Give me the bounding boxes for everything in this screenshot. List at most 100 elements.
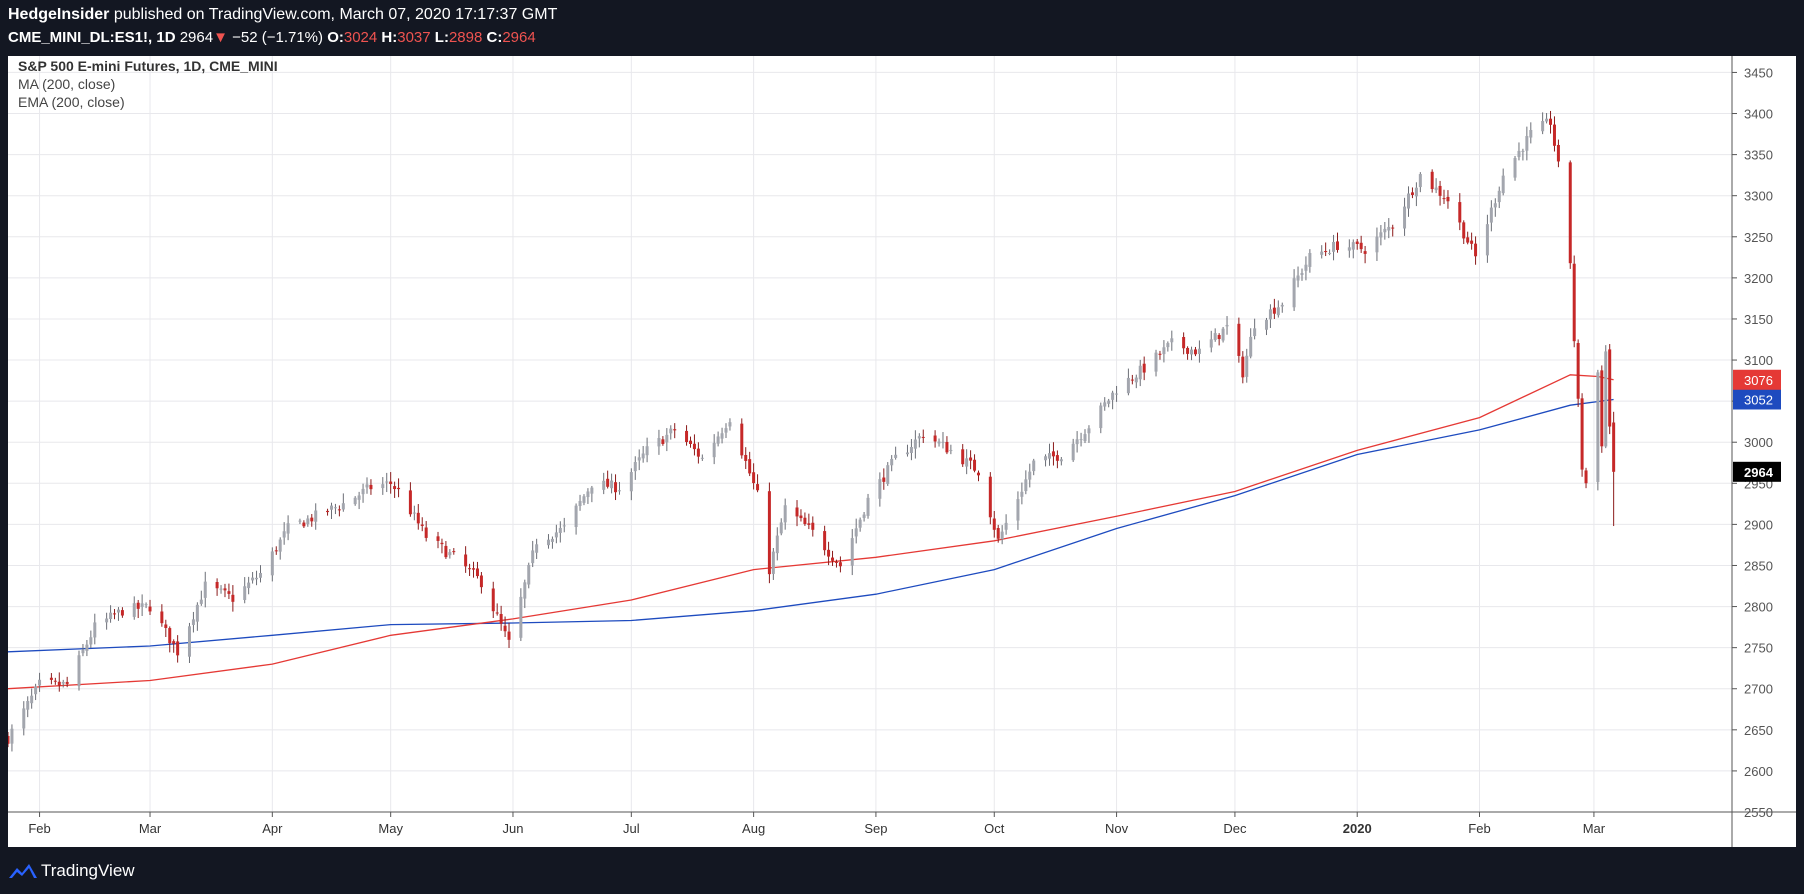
candle-body — [191, 619, 195, 625]
candle-body — [1300, 273, 1304, 275]
candle — [823, 525, 827, 556]
candle — [1193, 346, 1197, 357]
candle — [1430, 169, 1434, 193]
candle-body — [799, 515, 803, 519]
x-tick-label: Mar — [1583, 821, 1606, 836]
candle — [341, 493, 345, 512]
candle — [1107, 398, 1111, 408]
candle — [1328, 249, 1332, 256]
candle — [1055, 450, 1059, 469]
candle — [1379, 225, 1383, 246]
candle — [775, 527, 779, 561]
candle — [988, 472, 992, 525]
candle-body — [996, 528, 1000, 539]
candle-body — [617, 490, 621, 492]
candle — [633, 456, 637, 480]
candle-body — [160, 611, 164, 624]
candle — [464, 546, 468, 573]
candlestick-chart[interactable]: 2550260026502700275028002850290029503000… — [6, 56, 1796, 847]
candle — [921, 429, 925, 444]
candle — [1237, 317, 1241, 363]
candle — [1387, 218, 1391, 239]
ma-200-line — [7, 398, 1614, 653]
candle — [176, 635, 180, 663]
candle — [617, 481, 621, 495]
publisher-name[interactable]: HedgeInsider — [8, 6, 110, 23]
candle-body — [586, 491, 590, 498]
candle-body — [231, 594, 235, 602]
candle-body — [1000, 531, 1004, 540]
candle-body — [602, 480, 606, 490]
candle — [720, 427, 724, 444]
candle-body — [1304, 264, 1308, 271]
candle — [831, 550, 835, 566]
candle-body — [838, 562, 842, 567]
candle-body — [1363, 251, 1367, 254]
candle — [1079, 432, 1083, 447]
candle — [389, 472, 393, 494]
candle — [310, 513, 314, 527]
candle — [333, 503, 337, 515]
candle — [1552, 116, 1556, 152]
y-tick-label: 3200 — [1744, 271, 1773, 286]
candle — [728, 418, 732, 431]
legend-ema: EMA (200, close) — [18, 94, 125, 110]
y-tick-label: 2900 — [1744, 517, 1773, 532]
candle-body — [187, 626, 191, 657]
candle — [1403, 197, 1407, 236]
candle-body — [1051, 451, 1055, 457]
candle — [535, 538, 539, 559]
candle-body — [519, 596, 523, 638]
candle-body — [1276, 307, 1280, 316]
candle — [578, 494, 582, 511]
candle-body — [1513, 158, 1517, 178]
chart-area[interactable]: 2550 2600 2650 2700 2750 2800 2850 2900 2950 3000… — [6, 56, 1796, 847]
candle-body — [854, 528, 858, 537]
candle — [854, 518, 858, 544]
candle — [89, 630, 93, 649]
candle — [696, 442, 700, 464]
candle — [1130, 374, 1134, 385]
tradingview-brand[interactable]: TradingView — [41, 861, 135, 880]
candle-body — [574, 505, 578, 528]
candle-body — [1568, 162, 1572, 264]
candle-body — [420, 524, 424, 526]
candle — [834, 559, 838, 568]
y-tick-label: 2600 — [1744, 764, 1773, 779]
candle — [1568, 160, 1572, 269]
candle — [1245, 348, 1249, 383]
candle-body — [1517, 150, 1521, 158]
candle-body — [1170, 338, 1174, 343]
candle — [1442, 189, 1446, 205]
candle — [1166, 341, 1170, 352]
candle-body — [1138, 365, 1142, 380]
low-value: 2898 — [448, 29, 483, 46]
candle — [416, 504, 420, 530]
candle-body — [499, 613, 503, 624]
candle-body — [1055, 455, 1059, 461]
candle — [1217, 333, 1221, 346]
candle — [26, 696, 30, 718]
candle — [113, 609, 117, 620]
candle — [767, 482, 771, 584]
x-tick-label: Apr — [262, 821, 283, 836]
candle — [491, 581, 495, 619]
candle — [329, 502, 333, 519]
candle — [503, 616, 507, 637]
candle-body — [827, 549, 831, 557]
candle-body — [1103, 402, 1107, 407]
candle-body — [444, 545, 448, 558]
candle — [495, 603, 499, 616]
candle — [1600, 365, 1604, 453]
candle — [1608, 344, 1612, 435]
candle-body — [448, 552, 452, 556]
candle-body — [113, 613, 117, 615]
candle-body — [148, 606, 152, 612]
candle-body — [645, 446, 649, 456]
candle — [1438, 180, 1442, 206]
candle-body — [243, 586, 247, 600]
candle — [913, 430, 917, 459]
candle — [479, 572, 483, 594]
candle — [590, 485, 594, 503]
candle-body — [941, 441, 945, 443]
